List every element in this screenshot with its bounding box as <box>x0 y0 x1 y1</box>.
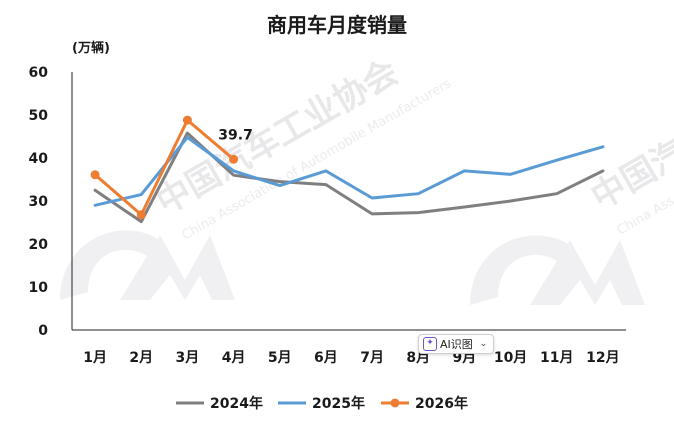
chart-title: 商用车月度销量 <box>267 13 407 37</box>
x-tick-label: 4月 <box>222 350 246 366</box>
watermark-logo-right <box>470 235 645 305</box>
series-point <box>90 170 100 180</box>
y-tick-label: 30 <box>29 194 49 210</box>
x-tick-label: 6月 <box>314 350 338 366</box>
sparkle-icon: ✦ <box>423 337 437 351</box>
x-tick-label: 2月 <box>129 350 153 366</box>
watermark-logo-left <box>60 230 235 300</box>
data-label: 39.7 <box>218 127 253 143</box>
legend-label: 2026年 <box>415 395 468 412</box>
x-tick-label: 11月 <box>540 350 573 366</box>
y-tick-label: 10 <box>29 280 49 296</box>
series-points <box>90 115 239 220</box>
x-tick-label: 7月 <box>360 350 384 366</box>
x-tick-label: 1月 <box>83 350 107 366</box>
x-tick-label: 3月 <box>176 350 200 366</box>
y-axis-ticks: 0 10 20 30 40 50 60 <box>29 65 49 339</box>
series-lines <box>93 118 605 224</box>
watermark: 中国汽车工业协会 China Association of Automobile… <box>60 52 674 305</box>
y-tick-label: 0 <box>38 323 48 339</box>
series-point <box>229 154 239 164</box>
ai-recognize-label: AI识图 <box>440 338 473 351</box>
legend-marker <box>390 398 400 408</box>
x-tick-label: 12月 <box>586 350 619 366</box>
x-tick-label: 8月 <box>406 350 430 366</box>
legend: 2024年 2025年 2026年 <box>176 395 468 412</box>
data-labels: 39.7 <box>218 127 253 143</box>
y-tick-label: 20 <box>29 237 49 253</box>
ai-recognize-button[interactable]: ✦ AI识图 ⌄ <box>418 334 495 354</box>
legend-label: 2025年 <box>312 395 365 412</box>
series-line-2 <box>93 118 236 217</box>
y-axis-unit: (万辆) <box>72 40 110 56</box>
chevron-down-icon: ⌄ <box>479 339 488 349</box>
legend-label: 2024年 <box>210 395 263 412</box>
series-line-1 <box>93 135 605 207</box>
y-tick-label: 60 <box>29 65 49 81</box>
x-tick-label: 9月 <box>453 350 477 366</box>
y-tick-label: 50 <box>29 108 49 124</box>
series-point <box>136 210 146 220</box>
x-tick-label: 5月 <box>268 350 292 366</box>
x-tick-label: 10月 <box>494 350 527 366</box>
y-tick-label: 40 <box>29 151 49 167</box>
x-axis-ticks: 1月 2月 3月 4月 5月 6月 7月 8月 9月 10月 11月 12月 <box>83 350 619 366</box>
series-point <box>182 115 192 125</box>
